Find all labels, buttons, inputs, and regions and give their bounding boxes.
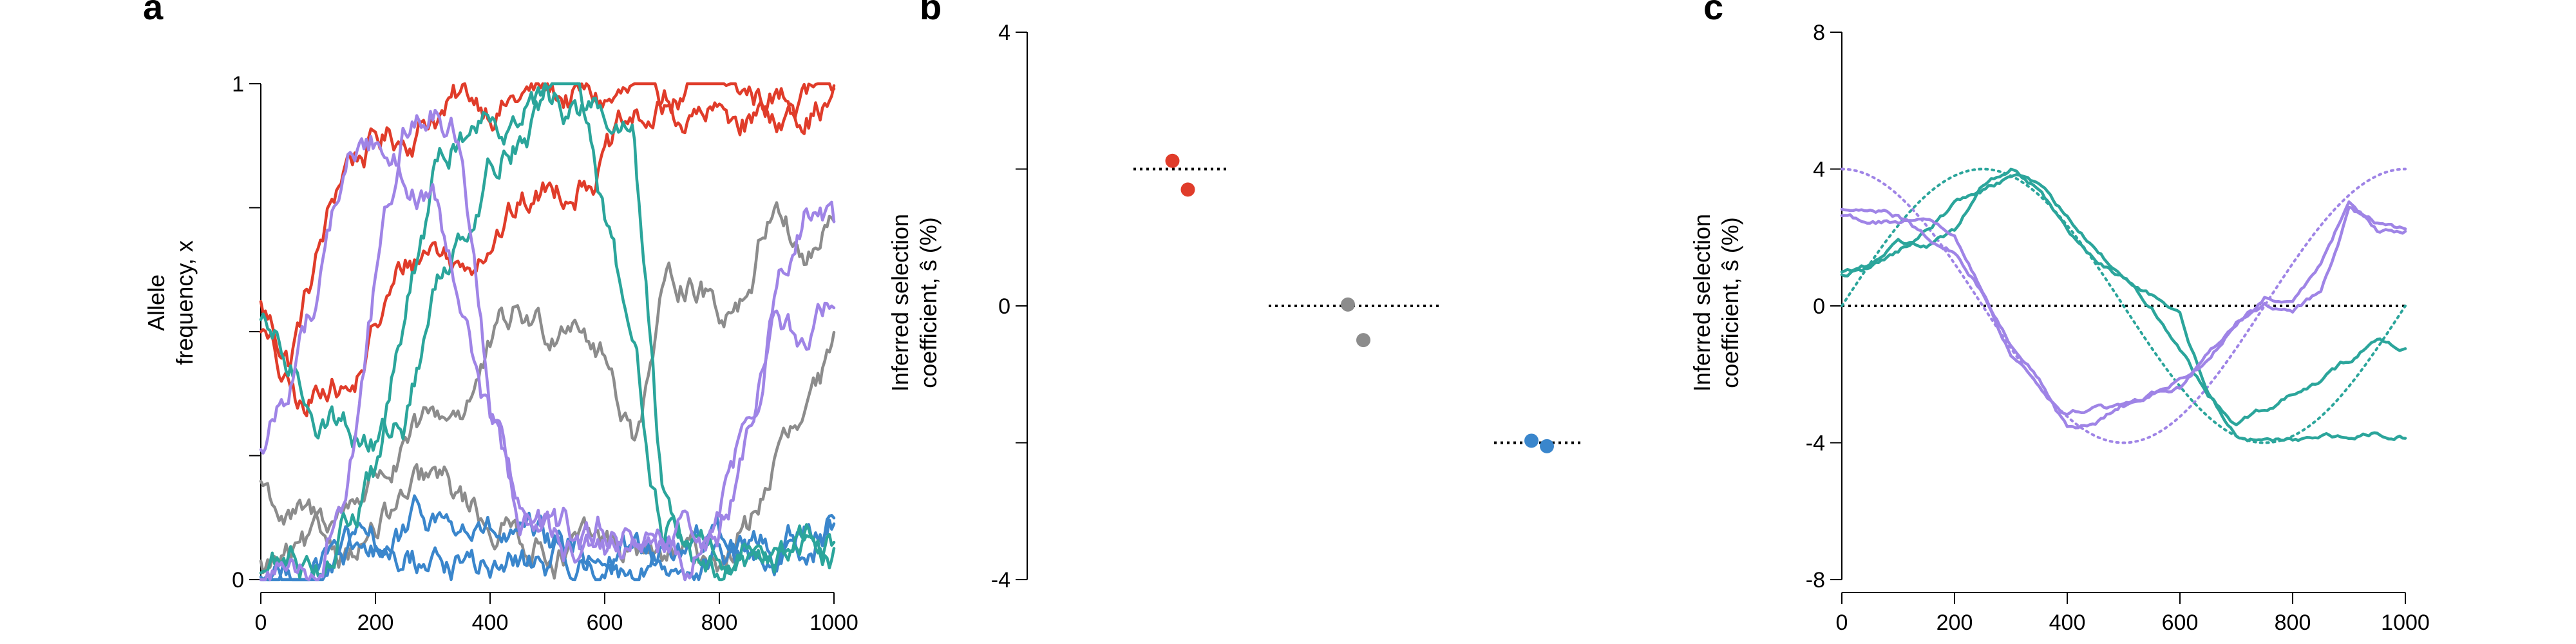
panel-b-point-red (1165, 153, 1180, 168)
allele-trajectory-teal (259, 82, 836, 580)
panel-c-inferred-teal (1840, 167, 2407, 443)
panel-c-y-label-line: coefficient, ŝ (%) (1717, 217, 1743, 388)
panel-c-x-tick-label: 400 (2049, 611, 2086, 635)
panel-c: c Inferred selectioncoefficient, ŝ (%) -… (1689, 0, 2430, 635)
panel-a-series (259, 82, 836, 582)
panel-c-letter: c (1703, 0, 1723, 27)
panel-a-y-axis-label: Allelefrequency, x (143, 240, 198, 365)
panel-c-axes: -8 -4 0 4 8 0 200 400 600 800 1000 (1806, 21, 2430, 635)
allele-trajectory-purple (259, 108, 836, 582)
panel-b-y-label-line: coefficient, ŝ (%) (915, 217, 942, 388)
panel-a-axes: 0 1 0 200 400 600 800 1000 (232, 72, 858, 635)
panel-b-point-gray (1356, 333, 1370, 348)
panel-a-x-tick-label: 0 (255, 611, 267, 635)
panel-c-x-tick-label: 600 (2162, 611, 2199, 635)
panel-c-inferred-purple (1840, 205, 2407, 430)
allele-trajectory-red (259, 82, 836, 368)
panel-a-y-tick-label: 1 (232, 72, 244, 97)
panel-c-inferred-teal (1840, 173, 2407, 426)
panel-a-letter: a (143, 0, 164, 27)
panel-c-inferred-purple (1840, 200, 2407, 416)
panel-c-x-tick-label: 1000 (2381, 611, 2430, 635)
panel-c-y-tick-label: 4 (1813, 158, 1825, 182)
panel-a-x-tick-label: 800 (701, 611, 738, 635)
panel-c-y-tick-label: 0 (1813, 294, 1825, 319)
panel-b-y-tick-label: 4 (998, 21, 1010, 45)
panel-b-axes: -4 0 4 (991, 21, 1028, 592)
allele-trajectory-red (259, 82, 836, 417)
panel-c-x-tick-label: 200 (1937, 611, 1973, 635)
panel-b-marks (1133, 153, 1584, 453)
panel-c-true-curve-teal (1841, 167, 2407, 444)
panel-a-x-tick-label: 200 (357, 611, 394, 635)
panel-b: b Inferred selectioncoefficient, ŝ (%) -… (887, 0, 1584, 592)
panel-b-y-label-line: Inferred selection (887, 214, 913, 392)
panel-b-y-label: Inferred selectioncoefficient, ŝ (%) (887, 214, 942, 392)
panel-a: a Allelefrequency, x 0 1 0 200 400 600 800 1000 (143, 0, 858, 635)
panel-b-point-blue (1540, 439, 1554, 453)
panel-a-x-tick-label: 1000 (810, 611, 858, 635)
panel-c-true-curve-purple (1841, 167, 2407, 444)
panel-b-y-tick-label: 0 (998, 294, 1010, 319)
allele-trajectory-purple (259, 135, 836, 582)
panel-a-y-label: Allelefrequency, x (143, 240, 198, 365)
allele-trajectory-gray (259, 201, 836, 534)
allele-trajectory-blue (259, 513, 836, 582)
panel-b-point-blue (1524, 433, 1539, 448)
panel-c-y-axis-label: Inferred selectioncoefficient, ŝ (%) (1689, 214, 1743, 392)
panel-a-x-tick-label: 600 (587, 611, 623, 635)
panel-b-y-axis-label: Inferred selectioncoefficient, ŝ (%) (887, 214, 942, 392)
panel-c-y-label-line: Inferred selection (1689, 214, 1715, 392)
panel-c-marks (1840, 167, 2407, 444)
panel-c-y-tick-label: -8 (1806, 568, 1825, 592)
panel-c-y-label: Inferred selectioncoefficient, ŝ (%) (1689, 214, 1743, 392)
panel-c-y-tick-label: -4 (1806, 431, 1825, 456)
panel-a-x-tick-label: 400 (472, 611, 509, 635)
panel-c-x-tick-label: 0 (1836, 611, 1848, 635)
panel-b-point-gray (1341, 297, 1355, 312)
panel-b-letter: b (920, 0, 942, 27)
panel-a-y-label-line: frequency, x (171, 240, 198, 365)
panel-a-y-label-line: Allele (143, 274, 169, 331)
panel-c-y-tick-label: 8 (1813, 21, 1825, 45)
panel-b-point-red (1180, 182, 1195, 197)
panel-b-y-tick-label: -4 (991, 568, 1010, 592)
panel-c-x-tick-label: 800 (2275, 611, 2311, 635)
panel-a-y-tick-label: 0 (232, 568, 244, 592)
allele-trajectory-gray (259, 330, 836, 580)
